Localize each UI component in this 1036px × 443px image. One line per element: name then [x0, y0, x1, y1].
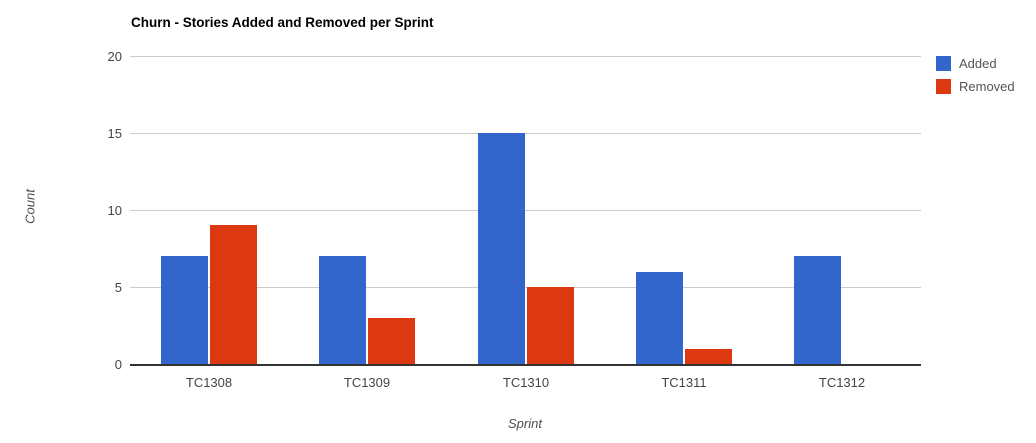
- y-tick-label: 10: [107, 203, 122, 218]
- y-tick-label: 15: [107, 126, 122, 141]
- bar-added-TC1310[interactable]: [478, 133, 525, 364]
- x-tick-label: TC1309: [343, 375, 391, 390]
- bar-added-TC1308[interactable]: [161, 256, 208, 364]
- gridline: [130, 56, 921, 57]
- legend-label-removed: Removed: [959, 79, 1015, 94]
- bar-removed-TC1311[interactable]: [685, 349, 732, 364]
- x-tick-label: TC1308: [185, 375, 233, 390]
- legend: Added Removed: [936, 56, 1015, 102]
- gridline: [130, 133, 921, 134]
- y-tick-label: 5: [114, 280, 122, 295]
- legend-item-added: Added: [936, 56, 1015, 71]
- bar-removed-TC1309[interactable]: [368, 318, 415, 364]
- legend-swatch-added: [936, 56, 951, 71]
- bar-removed-TC1308[interactable]: [210, 225, 257, 364]
- gridline: [130, 210, 921, 211]
- y-tick-label: 0: [114, 357, 122, 372]
- legend-item-removed: Removed: [936, 79, 1015, 94]
- legend-swatch-removed: [936, 79, 951, 94]
- chart-title: Churn - Stories Added and Removed per Sp…: [131, 15, 434, 30]
- bar-added-TC1311[interactable]: [636, 272, 683, 364]
- y-axis-title: Count: [22, 189, 38, 224]
- bar-removed-TC1310[interactable]: [527, 287, 574, 364]
- plot-area: [130, 56, 921, 366]
- gridline: [130, 287, 921, 288]
- x-tick-label: TC1310: [502, 375, 550, 390]
- bar-added-TC1309[interactable]: [319, 256, 366, 364]
- legend-label-added: Added: [959, 56, 997, 71]
- y-tick-label: 20: [107, 49, 122, 64]
- bar-added-TC1312[interactable]: [794, 256, 841, 364]
- x-tick-label: TC1312: [818, 375, 866, 390]
- x-axis-title: Sprint: [508, 416, 542, 431]
- x-tick-label: TC1311: [661, 375, 707, 390]
